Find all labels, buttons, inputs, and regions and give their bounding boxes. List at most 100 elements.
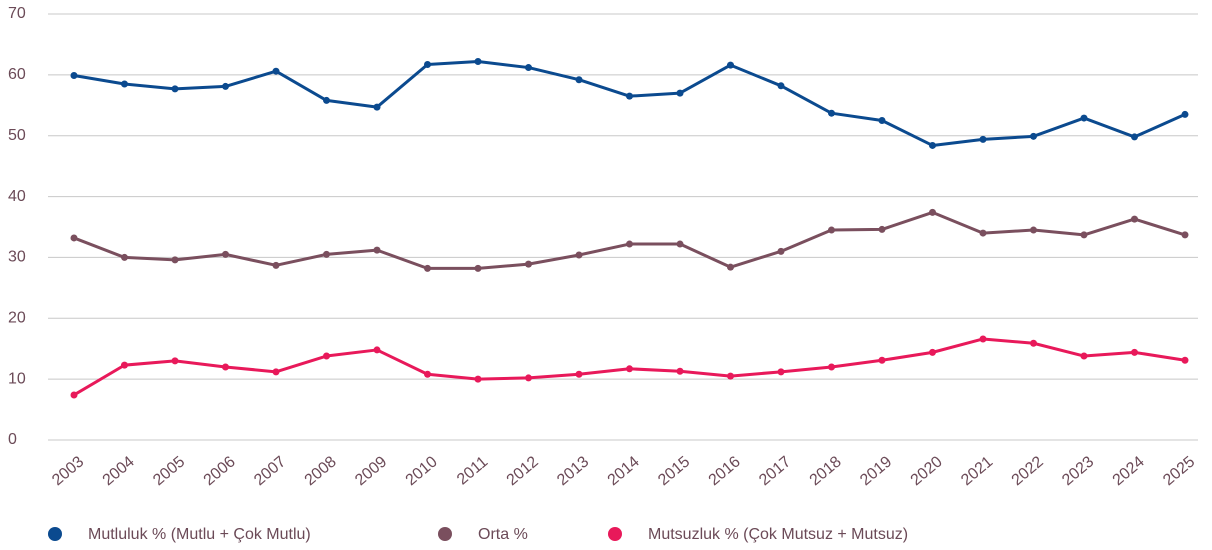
data-point	[70, 234, 78, 242]
x-tick-label: 2013	[554, 453, 592, 489]
x-tick-label: 2020	[908, 453, 946, 489]
x-tick-label: 2017	[756, 453, 794, 489]
y-tick-label: 20	[8, 310, 26, 327]
data-point	[474, 264, 482, 272]
y-tick-label: 30	[8, 249, 26, 266]
legend-marker	[438, 527, 452, 541]
legend-label: Mutsuzluk % (Çok Mutsuz + Mutsuz)	[648, 526, 908, 543]
data-point	[272, 368, 280, 376]
data-point	[171, 357, 179, 365]
data-point	[1131, 348, 1138, 356]
y-tick-label: 10	[8, 370, 26, 387]
x-tick-label: 2011	[454, 453, 491, 488]
y-tick-label: 0	[8, 431, 17, 448]
data-point	[727, 61, 734, 69]
data-point	[626, 365, 633, 373]
data-point	[424, 370, 431, 378]
data-point	[222, 82, 229, 90]
data-point	[727, 372, 734, 380]
data-point	[979, 135, 987, 143]
data-point	[1030, 132, 1037, 140]
x-tick-label: 2007	[251, 453, 289, 489]
data-point	[525, 260, 532, 268]
data-point	[575, 251, 583, 259]
legend-marker	[608, 527, 622, 541]
data-point	[323, 96, 330, 104]
data-point	[121, 253, 128, 261]
x-tick-label: 2018	[807, 453, 845, 489]
data-point	[979, 229, 987, 237]
x-tick-label: 2015	[655, 453, 693, 489]
data-point	[626, 92, 633, 100]
data-point	[1181, 110, 1189, 118]
data-point	[323, 352, 330, 360]
x-tick-label: 2014	[605, 453, 643, 489]
data-point	[222, 250, 229, 258]
data-point	[777, 82, 785, 90]
data-point	[1131, 215, 1138, 223]
data-point	[70, 391, 78, 399]
data-point	[272, 261, 280, 269]
data-point	[676, 240, 684, 248]
data-point	[1181, 231, 1189, 239]
x-tick-label: 2005	[150, 453, 188, 489]
y-tick-label: 50	[8, 127, 26, 144]
data-point	[171, 256, 179, 264]
x-tick-label: 2025	[1160, 453, 1198, 489]
data-point	[373, 103, 381, 111]
x-tick-label: 2022	[1009, 453, 1047, 489]
data-point	[424, 61, 431, 69]
legend-label: Mutluluk % (Mutlu + Çok Mutlu)	[88, 526, 311, 543]
data-point	[272, 67, 280, 75]
data-point	[1181, 356, 1189, 364]
data-point	[878, 225, 886, 233]
data-point	[373, 246, 381, 254]
data-point	[676, 367, 684, 375]
x-tick-label: 2016	[706, 453, 744, 489]
y-tick-label: 40	[8, 188, 26, 205]
data-point	[121, 80, 128, 88]
data-point	[70, 71, 78, 79]
series-line	[73, 59, 1186, 147]
data-point	[878, 117, 886, 124]
data-point	[1080, 231, 1088, 239]
legend-marker	[48, 527, 62, 541]
data-point	[171, 85, 179, 93]
x-tick-label: 2024	[1110, 453, 1148, 489]
data-point	[1080, 114, 1088, 122]
x-tick-label: 2023	[1059, 453, 1097, 489]
y-tick-label: 70	[8, 5, 26, 22]
data-point	[1131, 133, 1138, 141]
x-tick-label: 2008	[302, 453, 340, 489]
data-point	[424, 264, 431, 272]
x-tick-label: 2003	[49, 453, 87, 489]
data-point	[828, 363, 835, 371]
data-point	[121, 361, 128, 369]
data-point	[828, 226, 835, 234]
data-point	[929, 141, 936, 149]
data-point	[474, 375, 482, 383]
data-point	[979, 335, 987, 343]
x-tick-label: 2010	[403, 453, 441, 489]
legend-label: Orta %	[478, 526, 528, 543]
data-point	[1030, 226, 1037, 234]
data-point	[626, 240, 633, 248]
data-point	[929, 208, 936, 216]
data-point	[828, 109, 835, 117]
data-point	[222, 363, 229, 371]
data-point	[777, 368, 785, 376]
x-tick-label: 2004	[100, 453, 138, 489]
x-tick-label: 2021	[958, 453, 996, 489]
data-point	[676, 89, 684, 97]
y-tick-label: 60	[8, 66, 26, 83]
data-point	[1080, 352, 1088, 360]
x-tick-label: 2006	[201, 453, 239, 489]
data-point	[1030, 339, 1037, 347]
x-tick-label: 2019	[857, 453, 895, 489]
data-point	[525, 64, 532, 72]
data-point	[777, 247, 785, 255]
x-tick-label: 2009	[352, 453, 390, 489]
data-point	[929, 348, 936, 356]
data-point	[525, 374, 532, 382]
